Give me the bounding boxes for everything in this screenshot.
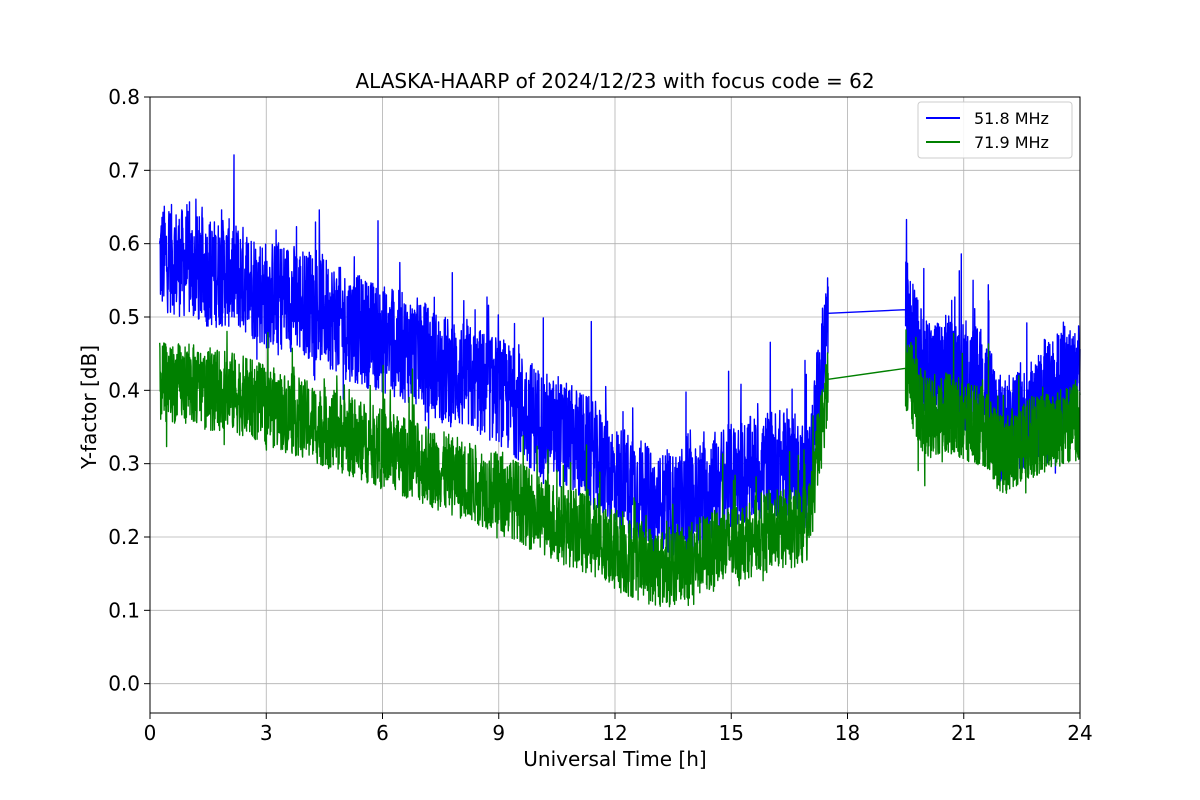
y-tick-label: 0.7: [108, 158, 140, 182]
y-tick-label: 0.4: [108, 378, 140, 402]
y-tick-label: 0.2: [108, 525, 140, 549]
x-tick-label: 21: [951, 721, 976, 745]
x-tick-label: 0: [144, 721, 157, 745]
y-tick-label: 0.1: [108, 598, 140, 622]
x-tick-label: 15: [719, 721, 744, 745]
series-layer: [159, 154, 1081, 608]
legend: 51.8 MHz 71.9 MHz: [917, 101, 1073, 159]
y-tick-label: 0.3: [108, 452, 140, 476]
x-axis-label: Universal Time [h]: [523, 747, 706, 771]
x-tick-label: 24: [1067, 721, 1092, 745]
series-line-1: [159, 329, 1081, 608]
y-tick-label: 0.5: [108, 305, 140, 329]
y-tick-label: 0.0: [108, 672, 140, 696]
x-tick-label: 6: [376, 721, 389, 745]
y-tick-label: 0.8: [108, 85, 140, 109]
legend-label-0: 51.8 MHz: [974, 109, 1049, 128]
y-axis-label: Y-factor [dB]: [77, 345, 101, 470]
x-tick-label: 12: [602, 721, 627, 745]
y-tick-label: 0.6: [108, 232, 140, 256]
x-tick-label: 3: [260, 721, 273, 745]
x-tick-label: 18: [835, 721, 860, 745]
legend-box: [917, 101, 1073, 159]
axis-ticks: 0 3 6 9 12 15 18 21 24 0.0 0.1 0.2 0.3 0.4 0.5 0.6 0.7 0.…: [108, 85, 1093, 745]
x-tick-label: 9: [492, 721, 505, 745]
legend-label-1: 71.9 MHz: [974, 133, 1049, 152]
chart-title: ALASKA-HAARP of 2024/12/23 with focus co…: [355, 69, 874, 93]
